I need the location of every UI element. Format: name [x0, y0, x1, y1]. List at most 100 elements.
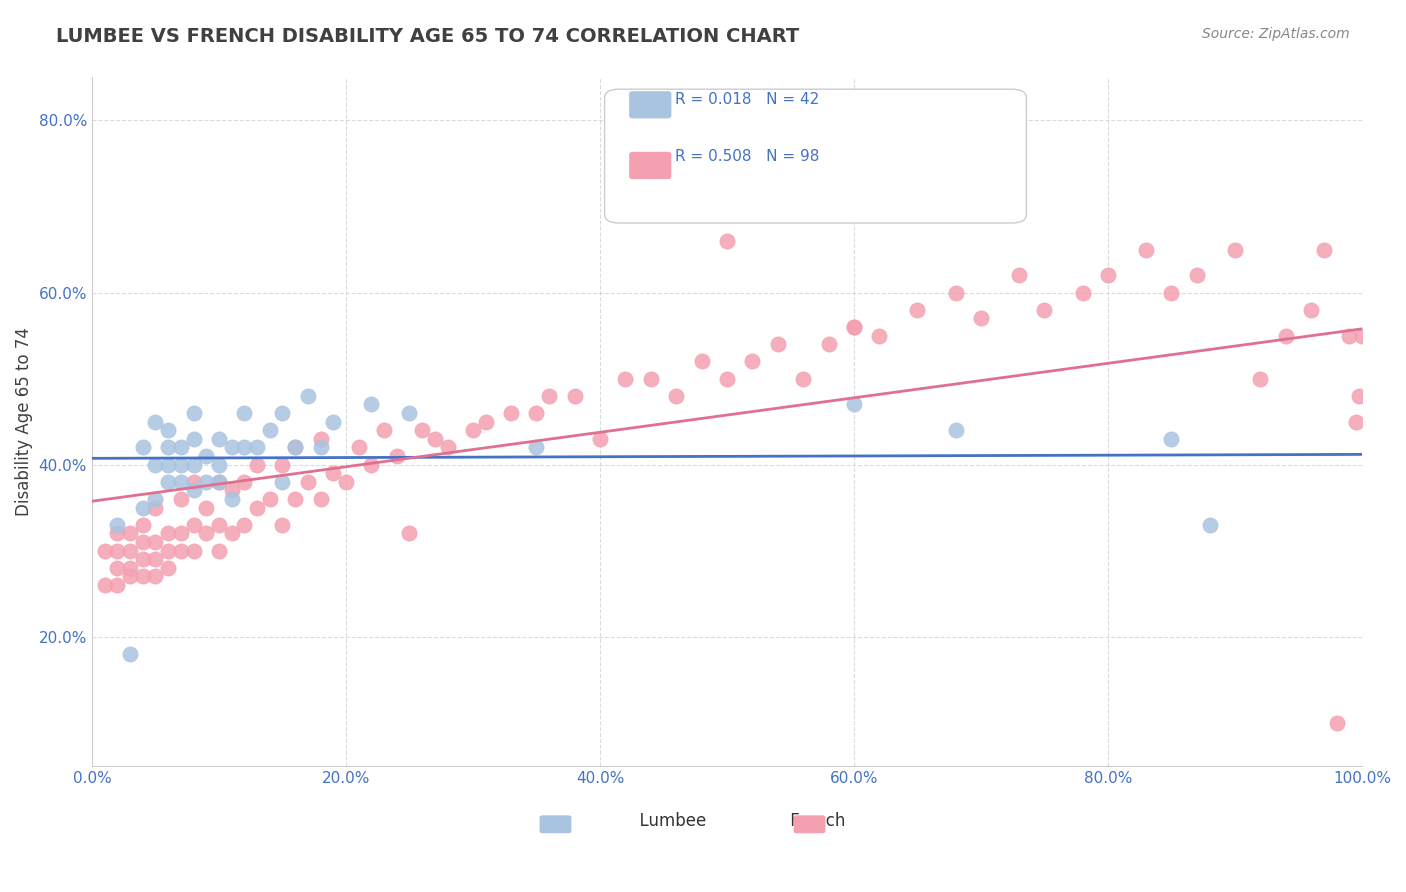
Y-axis label: Disability Age 65 to 74: Disability Age 65 to 74: [15, 327, 32, 516]
Point: [195, 500, 218, 515]
Point: [665, 389, 688, 403]
Point: [170, 491, 193, 506]
Point: [945, 285, 967, 300]
Point: [183, 517, 205, 532]
Point: [145, 500, 167, 515]
Point: [309, 432, 332, 446]
Point: [105, 578, 128, 592]
Point: [145, 458, 167, 472]
Point: [259, 491, 281, 506]
Point: [132, 500, 155, 515]
Point: [398, 526, 420, 541]
Point: [1249, 371, 1271, 385]
Point: [1185, 268, 1208, 283]
Point: [157, 561, 180, 575]
Text: Source: ZipAtlas.com: Source: ZipAtlas.com: [1202, 27, 1350, 41]
Point: [246, 441, 269, 455]
Point: [157, 441, 180, 455]
Point: [208, 543, 231, 558]
Point: [132, 552, 155, 566]
Point: [221, 483, 243, 498]
Point: [145, 552, 167, 566]
Point: [183, 483, 205, 498]
Point: [436, 441, 458, 455]
Point: [309, 441, 332, 455]
Point: [259, 423, 281, 437]
Point: [221, 441, 243, 455]
Point: [385, 449, 408, 463]
Point: [233, 517, 256, 532]
Point: [589, 432, 612, 446]
Point: [1135, 243, 1157, 257]
Point: [195, 475, 218, 489]
Point: [271, 406, 294, 420]
Point: [1301, 302, 1323, 317]
Point: [1008, 268, 1031, 283]
Point: [322, 467, 344, 481]
Point: [842, 320, 865, 334]
Point: [779, 200, 801, 214]
Point: [792, 371, 814, 385]
Point: [716, 371, 738, 385]
Point: [461, 423, 484, 437]
Point: [690, 354, 713, 368]
Point: [170, 475, 193, 489]
Point: [183, 406, 205, 420]
Text: R = 0.508   N = 98: R = 0.508 N = 98: [675, 149, 820, 163]
Point: [208, 458, 231, 472]
Point: [233, 475, 256, 489]
Point: [1351, 328, 1374, 343]
Point: [347, 441, 370, 455]
Point: [970, 311, 993, 326]
Point: [1344, 415, 1367, 429]
Point: [183, 543, 205, 558]
Point: [297, 389, 319, 403]
Text: Lumbee                French: Lumbee French: [609, 812, 845, 830]
Point: [1313, 243, 1336, 257]
Point: [398, 406, 420, 420]
Point: [93, 578, 115, 592]
Point: [526, 406, 548, 420]
Point: [945, 423, 967, 437]
Point: [145, 535, 167, 549]
Point: [1275, 328, 1298, 343]
FancyBboxPatch shape: [794, 816, 825, 832]
Point: [360, 458, 382, 472]
Point: [373, 423, 395, 437]
Point: [183, 458, 205, 472]
Point: [221, 491, 243, 506]
Point: [132, 569, 155, 583]
Point: [183, 475, 205, 489]
Point: [1223, 243, 1246, 257]
Point: [105, 526, 128, 541]
Point: [132, 441, 155, 455]
Point: [145, 415, 167, 429]
Point: [284, 491, 307, 506]
Point: [817, 337, 839, 351]
Point: [105, 561, 128, 575]
Point: [741, 354, 763, 368]
Point: [118, 569, 141, 583]
Point: [335, 475, 357, 489]
Point: [907, 302, 929, 317]
Point: [474, 415, 496, 429]
Point: [1326, 715, 1348, 730]
Point: [105, 543, 128, 558]
Point: [423, 432, 446, 446]
Point: [233, 406, 256, 420]
Point: [284, 441, 307, 455]
Point: [170, 458, 193, 472]
Point: [157, 543, 180, 558]
Point: [208, 432, 231, 446]
Point: [297, 475, 319, 489]
Point: [157, 458, 180, 472]
Point: [1339, 328, 1361, 343]
Point: [157, 475, 180, 489]
Point: [538, 389, 561, 403]
Point: [132, 535, 155, 549]
FancyBboxPatch shape: [540, 816, 571, 832]
Point: [208, 517, 231, 532]
Point: [208, 475, 231, 489]
Point: [360, 397, 382, 411]
Point: [271, 517, 294, 532]
